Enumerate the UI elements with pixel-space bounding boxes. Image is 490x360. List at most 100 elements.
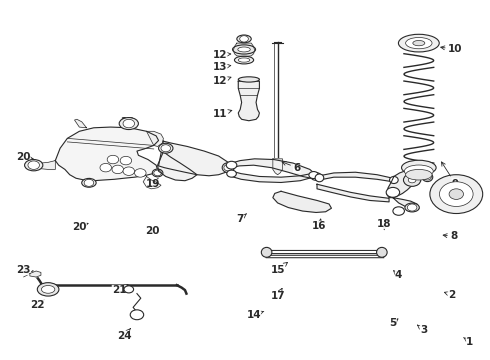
Ellipse shape	[24, 159, 43, 171]
Ellipse shape	[226, 161, 237, 169]
Polygon shape	[158, 152, 197, 181]
Ellipse shape	[82, 179, 96, 187]
Text: 11: 11	[213, 109, 232, 119]
Circle shape	[440, 182, 473, 207]
Circle shape	[449, 189, 464, 199]
Text: 15: 15	[270, 262, 288, 275]
Circle shape	[407, 204, 417, 211]
Circle shape	[135, 169, 146, 177]
Circle shape	[408, 177, 416, 183]
Text: 16: 16	[312, 219, 327, 231]
Circle shape	[403, 174, 421, 186]
Ellipse shape	[237, 35, 251, 43]
Polygon shape	[273, 159, 282, 175]
Polygon shape	[147, 131, 163, 147]
Ellipse shape	[261, 247, 272, 257]
Ellipse shape	[227, 170, 236, 177]
Text: 12: 12	[213, 76, 231, 86]
Polygon shape	[317, 184, 389, 202]
Circle shape	[124, 286, 134, 293]
Polygon shape	[238, 81, 259, 121]
Text: 17: 17	[270, 288, 285, 301]
Circle shape	[107, 155, 119, 164]
Circle shape	[393, 207, 404, 215]
Circle shape	[112, 165, 123, 174]
Polygon shape	[30, 271, 41, 277]
Polygon shape	[159, 141, 231, 176]
Ellipse shape	[311, 172, 321, 180]
Text: 4: 4	[393, 270, 402, 280]
Ellipse shape	[315, 174, 324, 182]
Text: 23: 23	[16, 265, 30, 275]
Text: 12: 12	[213, 50, 231, 60]
Polygon shape	[74, 119, 87, 128]
Circle shape	[123, 167, 135, 175]
Ellipse shape	[41, 285, 55, 293]
Circle shape	[120, 156, 132, 165]
Ellipse shape	[238, 77, 259, 82]
Ellipse shape	[238, 58, 250, 62]
Circle shape	[386, 188, 400, 197]
Polygon shape	[393, 198, 419, 210]
Circle shape	[130, 310, 144, 320]
Ellipse shape	[413, 40, 425, 46]
Text: 21: 21	[112, 284, 128, 295]
Ellipse shape	[238, 47, 250, 52]
Polygon shape	[232, 159, 317, 178]
Ellipse shape	[422, 173, 433, 181]
Ellipse shape	[398, 34, 439, 52]
Text: 7: 7	[237, 214, 246, 224]
Polygon shape	[36, 161, 55, 170]
Circle shape	[123, 119, 135, 128]
Text: 20: 20	[120, 117, 135, 127]
Polygon shape	[387, 170, 417, 198]
Ellipse shape	[222, 163, 234, 172]
Text: 6: 6	[282, 162, 300, 173]
Circle shape	[424, 174, 431, 180]
Text: 3: 3	[417, 325, 427, 335]
Text: 8: 8	[443, 231, 458, 242]
Text: 22: 22	[30, 300, 45, 310]
Polygon shape	[143, 176, 161, 189]
Ellipse shape	[406, 170, 432, 180]
Ellipse shape	[377, 247, 387, 257]
Text: 13: 13	[213, 62, 231, 72]
Text: 2: 2	[444, 290, 455, 300]
Text: 19: 19	[146, 179, 160, 189]
Polygon shape	[233, 43, 255, 57]
Text: 5: 5	[389, 318, 398, 328]
Text: 14: 14	[246, 310, 264, 320]
Ellipse shape	[401, 160, 436, 175]
Ellipse shape	[404, 165, 433, 177]
Circle shape	[84, 179, 94, 186]
Ellipse shape	[159, 143, 173, 153]
Circle shape	[240, 36, 248, 42]
Polygon shape	[55, 127, 159, 181]
Circle shape	[161, 145, 171, 152]
Ellipse shape	[37, 283, 59, 296]
Text: 10: 10	[441, 45, 463, 54]
Polygon shape	[232, 171, 315, 183]
Ellipse shape	[152, 169, 163, 177]
Ellipse shape	[390, 176, 398, 184]
Circle shape	[154, 170, 161, 176]
Circle shape	[100, 163, 112, 172]
Text: 20: 20	[146, 226, 160, 236]
Ellipse shape	[119, 118, 138, 130]
Text: 20: 20	[72, 221, 88, 231]
Polygon shape	[273, 191, 331, 212]
Ellipse shape	[233, 45, 256, 54]
Ellipse shape	[405, 203, 419, 212]
Circle shape	[28, 161, 40, 170]
Circle shape	[224, 165, 233, 171]
Text: 18: 18	[377, 219, 392, 229]
Circle shape	[430, 175, 483, 213]
Text: 24: 24	[117, 329, 131, 341]
Polygon shape	[319, 172, 393, 182]
Text: 1: 1	[464, 337, 473, 347]
Text: 20: 20	[16, 152, 33, 162]
Text: 9: 9	[441, 162, 459, 189]
Ellipse shape	[234, 56, 254, 64]
Ellipse shape	[309, 171, 318, 179]
Ellipse shape	[406, 37, 432, 49]
